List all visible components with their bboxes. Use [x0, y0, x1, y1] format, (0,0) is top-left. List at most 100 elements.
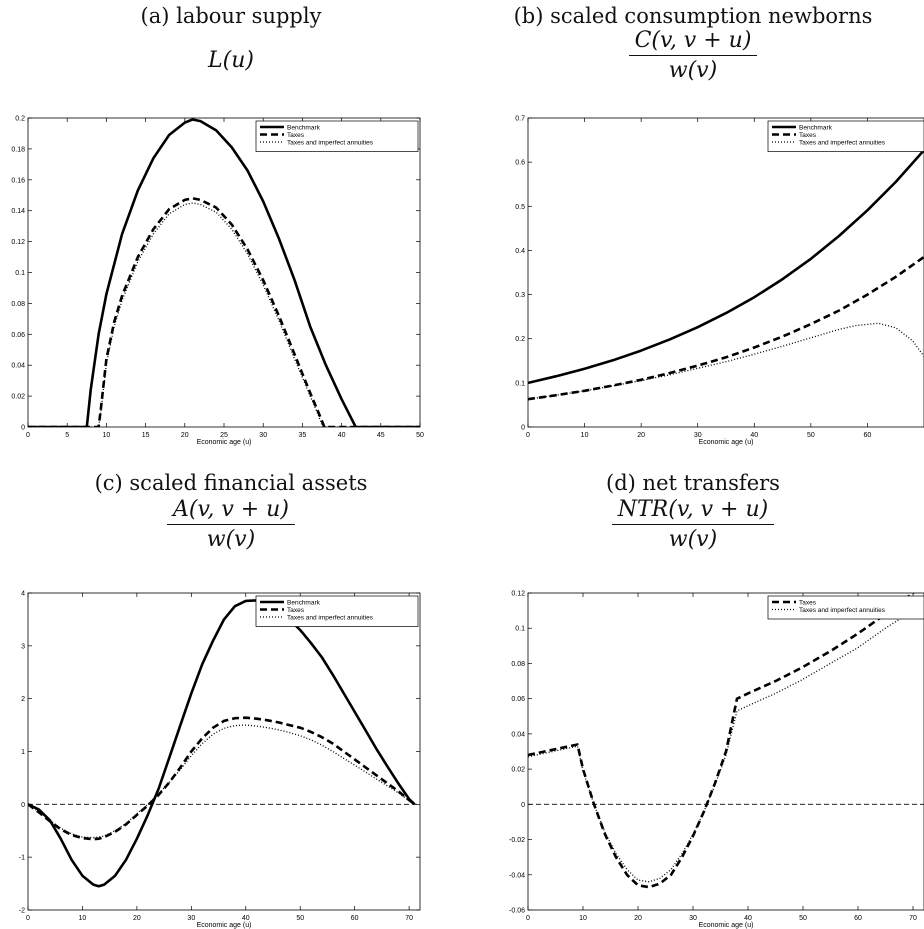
y-tick-label: 0.7	[515, 116, 525, 123]
axes-frame	[27, 592, 421, 911]
x-tick-label: 60	[351, 915, 359, 922]
y-tick-label: -1	[19, 855, 25, 862]
y-tick-label: 0.1	[15, 270, 25, 277]
legend-label: Taxes and imperfect annuities	[287, 139, 374, 146]
legend-label: Benchmark	[287, 124, 321, 131]
y-tick-label: -2	[19, 908, 25, 915]
y-tick-label: -0.06	[509, 908, 525, 915]
x-tick-label: 30	[187, 915, 195, 922]
y-tick-label: 0.6	[515, 160, 525, 167]
x-tick-label: 30	[694, 432, 702, 439]
legend-label: Benchmark	[799, 124, 833, 131]
x-axis-label: Economic age (u)	[699, 439, 754, 446]
x-tick-label: 10	[103, 432, 111, 439]
legend-box	[767, 120, 924, 152]
y-tick-label: 0.1	[515, 380, 525, 387]
y-tick-label: 1	[21, 749, 25, 756]
y-tick-label: 0.12	[511, 591, 525, 598]
x-tick-label: 30	[259, 432, 267, 439]
formula-numerator: C(v, v + u)	[628, 30, 758, 56]
y-tick-label: 3	[21, 643, 25, 650]
y-tick-label: 0.2	[15, 116, 25, 123]
legend-label: Taxes and imperfect annuities	[799, 139, 886, 146]
series-line-dashed	[28, 716, 416, 841]
y-tick-label: 0.02	[11, 394, 25, 401]
series-line-dotted	[528, 601, 924, 883]
y-tick-label: 0.04	[11, 363, 25, 370]
y-tick-label: 0.04	[511, 731, 525, 738]
series-line-dotted	[528, 322, 924, 400]
y-tick-label: 0.4	[515, 248, 525, 255]
series-line-dashed	[528, 255, 924, 401]
x-tick-label: 10	[581, 432, 589, 439]
legend-box	[767, 595, 924, 620]
panel-c: (c) scaled financial assets A(v, v + u) …	[0, 465, 462, 929]
chart-plot-b: 0 0.1 0.2 0.3 0.4 0.5 0.6 0.7 0 10 20 30 40 50 60 Econo…	[515, 116, 924, 446]
y-tick-label: 0.16	[11, 177, 25, 184]
x-tick-label: 20	[181, 432, 189, 439]
x-tick-label: 70	[405, 915, 413, 922]
y-tick-label: 0	[21, 425, 25, 432]
y-tick-label: 0.18	[11, 146, 25, 153]
y-tick-label: 0.06	[11, 332, 25, 339]
y-tick-label: 0	[521, 802, 525, 809]
x-axis-label: Economic age (u)	[197, 439, 252, 446]
formula-denominator: w(v)	[668, 527, 718, 552]
series-line-dotted	[28, 724, 415, 839]
axes-frame	[527, 117, 924, 428]
legend-label: Taxes and imperfect annuities	[799, 607, 886, 614]
chart-plot-a: 0 0.02 0.04 0.06 0.08 0.1 0.12 0.14 0.16 0.18 0.2 0…	[11, 116, 424, 447]
x-tick-label: 35	[299, 432, 307, 439]
panel-d: (d) net transfers NTR(v, v + u) w(v) -0.…	[462, 465, 924, 929]
series-line-solid	[28, 118, 420, 427]
series-line-solid	[28, 599, 416, 888]
chart-formula: NTR(v, v + u) w(v)	[462, 499, 924, 551]
x-tick-label: 60	[854, 915, 862, 922]
x-tick-label: 40	[242, 915, 250, 922]
x-tick-label: 10	[579, 915, 587, 922]
chart-title: (d) net transfers	[606, 471, 780, 495]
x-tick-label: 25	[220, 432, 228, 439]
y-tick-label: 0	[21, 802, 25, 809]
y-tick-label: 0	[521, 425, 525, 432]
formula-denominator: w(v)	[668, 58, 718, 83]
y-tick-label: 0.2	[515, 336, 525, 343]
chart-title: (b) scaled consumption newborns	[513, 4, 873, 28]
x-tick-label: 40	[338, 432, 346, 439]
series-line-dashed	[28, 197, 420, 427]
legend-label: Taxes	[287, 607, 305, 614]
axes-frame	[27, 117, 421, 428]
legend-box	[255, 595, 419, 627]
y-tick-label: 0.14	[11, 208, 25, 215]
legend-box	[255, 120, 419, 152]
x-tick-label: 15	[142, 432, 150, 439]
x-tick-label: 40	[744, 915, 752, 922]
x-tick-label: 0	[526, 915, 530, 922]
x-tick-label: 0	[526, 432, 530, 439]
x-tick-label: 40	[750, 432, 758, 439]
series-line-dashed	[528, 593, 916, 889]
x-tick-label: 0	[26, 915, 30, 922]
formula-denominator: w(v)	[206, 527, 256, 552]
x-tick-label: 5	[65, 432, 69, 439]
y-tick-label: 0.06	[511, 696, 525, 703]
y-tick-label: 2	[21, 696, 25, 703]
x-tick-label: 60	[864, 432, 872, 439]
x-tick-label: 10	[79, 915, 87, 922]
y-tick-label: -0.04	[509, 872, 525, 879]
chart-plot-d: -0.06 -0.04 -0.02 0 0.02 0.04 0.06 0.08 0.1 0.12 0…	[509, 591, 924, 929]
series-line-solid	[528, 149, 924, 385]
formula-numerator: NTR(v, v + u)	[611, 499, 775, 525]
legend-label: Benchmark	[287, 599, 321, 606]
axes-frame	[527, 592, 924, 911]
y-tick-label: 0.02	[511, 767, 525, 774]
legend-label: Taxes	[799, 599, 817, 606]
x-tick-label: 20	[133, 915, 141, 922]
x-tick-label: 50	[296, 915, 304, 922]
legend-label: Taxes	[287, 132, 305, 139]
x-tick-label: 50	[807, 432, 815, 439]
